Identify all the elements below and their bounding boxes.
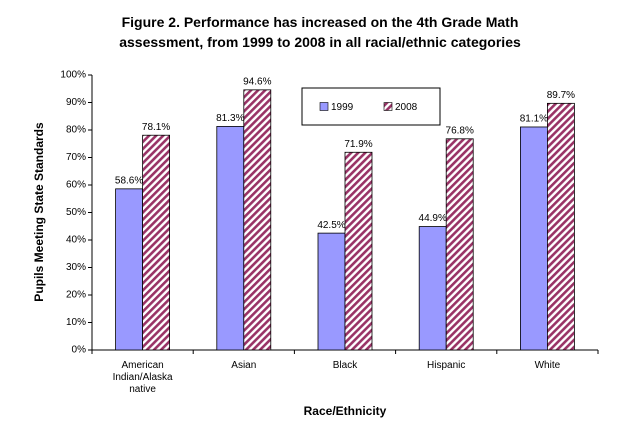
value-label: 76.8% xyxy=(446,125,474,136)
y-tick-label: 100% xyxy=(60,70,86,81)
bar xyxy=(216,126,245,351)
value-label: 44.9% xyxy=(419,213,447,224)
value-label: 81.3% xyxy=(216,113,244,124)
value-label: 42.5% xyxy=(317,220,345,231)
bar xyxy=(445,138,474,351)
value-label: 58.6% xyxy=(115,175,143,186)
legend-label: 2008 xyxy=(395,102,418,113)
value-label: 71.9% xyxy=(344,139,372,150)
x-tick-label: Hispanic xyxy=(427,360,466,371)
bar xyxy=(142,134,171,351)
bar xyxy=(115,188,143,351)
legend-swatch xyxy=(383,102,393,111)
y-axis-label: Pupils Meeting State Standards xyxy=(32,122,46,302)
y-tick-label: 30% xyxy=(66,262,86,273)
legend: 1999 2008 xyxy=(301,87,441,126)
bar xyxy=(418,226,447,351)
y-tick-label: 10% xyxy=(66,317,86,328)
y-tick-label: 60% xyxy=(66,180,86,191)
x-tick-label: Black xyxy=(332,360,358,371)
y-tick-label: 50% xyxy=(66,207,86,218)
y-tick-label: 80% xyxy=(66,125,86,136)
value-label: 81.1% xyxy=(520,114,548,125)
y-tick-label: 0% xyxy=(72,345,87,356)
bar xyxy=(243,89,272,351)
y-tick-label: 40% xyxy=(66,235,86,246)
x-tick-label: White xyxy=(534,360,561,371)
y-tick-label: 20% xyxy=(66,290,86,301)
x-tick-label: American Indian/Alaska native xyxy=(112,360,173,395)
x-axis-label: Race/Ethnicity xyxy=(303,404,387,418)
y-tick-label: 70% xyxy=(66,152,86,163)
chart-title: Figure 2. Performance has increased on t… xyxy=(119,14,521,50)
value-label: 78.1% xyxy=(142,122,170,133)
legend-swatch xyxy=(319,102,329,111)
value-label: 94.6% xyxy=(243,76,271,87)
bar xyxy=(547,102,575,351)
bar xyxy=(317,232,346,351)
legend-label: 1999 xyxy=(331,102,354,113)
x-tick-label: Asian xyxy=(231,360,257,371)
value-label: 89.7% xyxy=(547,90,575,101)
y-tick-label: 90% xyxy=(66,97,86,108)
bar xyxy=(520,126,548,351)
bar xyxy=(344,151,373,351)
